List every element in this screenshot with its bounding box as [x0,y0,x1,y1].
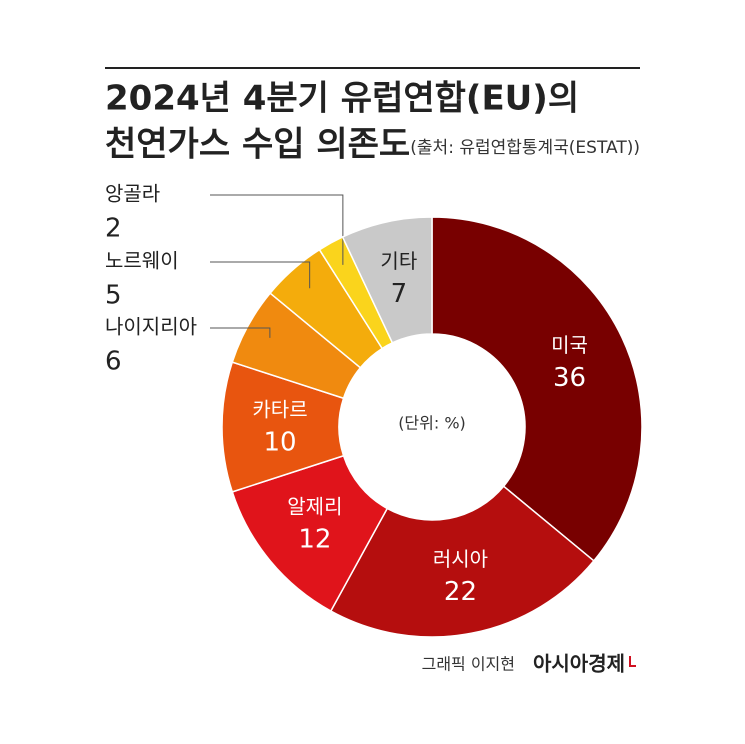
slice-label: 나이지리아 [105,315,197,339]
logo-mark [629,656,636,667]
value-label: 5 [105,281,122,311]
value-label: 36 [553,363,586,393]
donut-slice [329,485,595,638]
slice-label: 노르웨이 [105,249,179,273]
value-label: 7 [391,279,408,309]
value-label: 12 [298,524,331,554]
slice-label: 미국 [551,333,588,357]
donut-slice [431,216,643,562]
slice-label: 앙골라 [105,182,160,206]
chart-title: 2024년 4분기 유럽연합(EU)의 [105,79,579,119]
leader-line [210,261,311,289]
slice-label: 러시아 [433,547,488,571]
slice-label: 알제리 [287,494,342,518]
value-label: 2 [105,214,122,244]
source: (출처: 유럽연합통계국(ESTAT)) [410,138,640,158]
slice-label: 기타 [380,249,417,273]
leader-line [210,327,271,338]
leader-line [210,194,344,265]
value-label: 6 [105,347,122,377]
slice-label: 카타르 [252,398,307,422]
credit: 그래픽 이지현 [422,655,515,674]
publisher: 아시아경제 [533,652,625,676]
donut-slice [231,454,389,613]
chart-title: 천연가스 수입 의존도 [105,125,410,165]
center-label: (단위: %) [398,414,466,433]
donut-slice [341,216,433,344]
value-label: 22 [444,577,477,607]
value-label: 10 [263,428,296,458]
